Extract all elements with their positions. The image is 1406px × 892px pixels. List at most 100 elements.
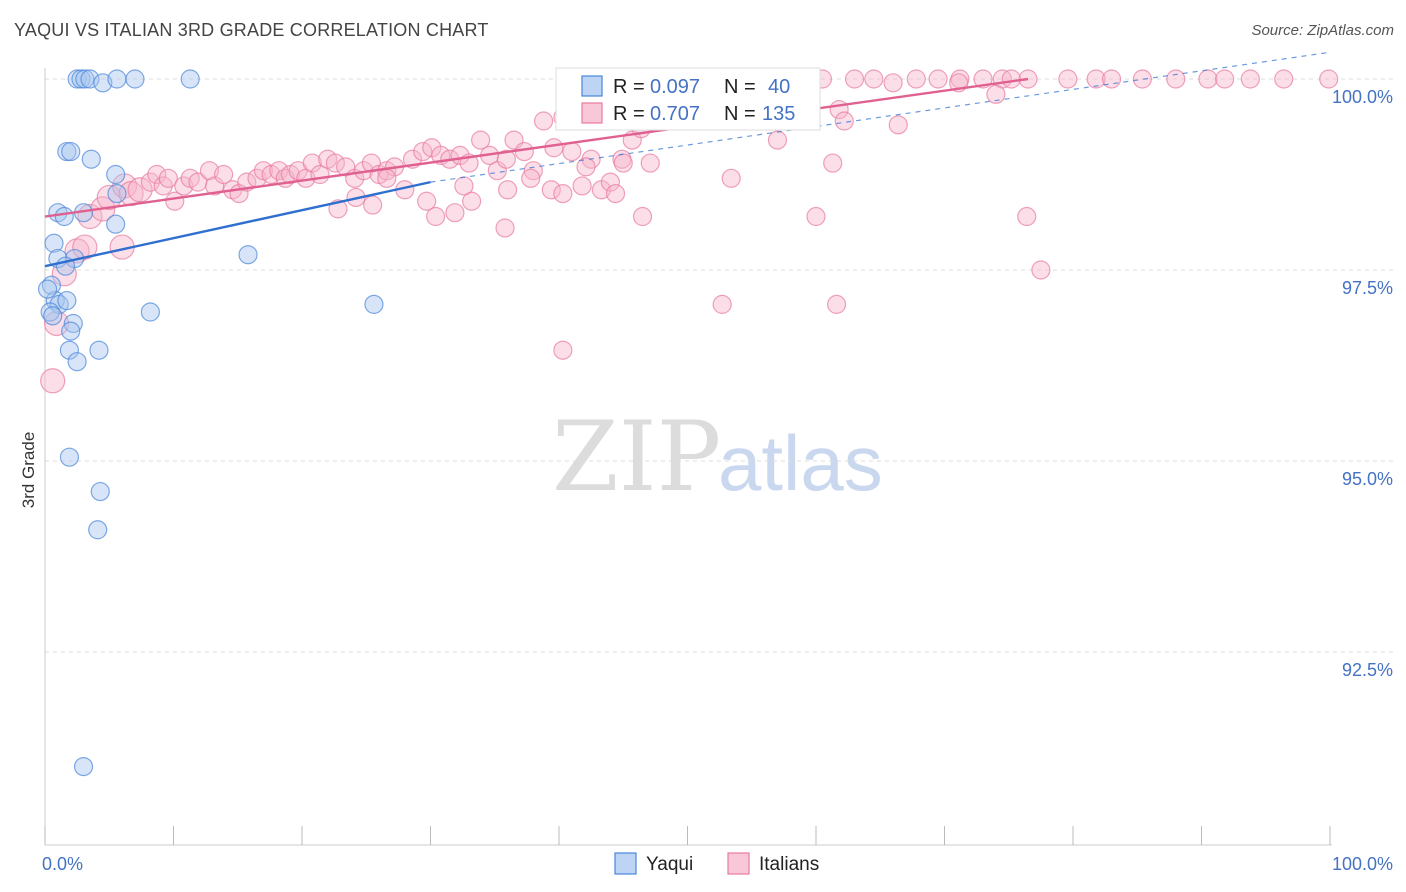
italians-point-114 — [553, 184, 573, 204]
italians-point-132 — [377, 168, 397, 188]
italians-point-130 — [1001, 69, 1021, 89]
italians-point-123 — [1031, 260, 1051, 280]
yaqui-point-15 — [54, 206, 74, 227]
yaqui-point-37 — [88, 520, 108, 540]
italians-point-102 — [1198, 69, 1218, 89]
italians-point-138 — [613, 153, 633, 173]
yaqui-point-34 — [364, 294, 384, 314]
italians-point-103 — [1215, 69, 1235, 89]
italians-point-110 — [445, 203, 465, 223]
yaqui-point-31 — [67, 352, 87, 372]
italians-point-134 — [454, 176, 474, 196]
series-legend-swatch-italians — [727, 852, 750, 875]
legend-n-value-italians: 135 — [762, 103, 795, 125]
italians-point-136 — [521, 168, 541, 188]
italians-point-104 — [1240, 69, 1260, 89]
gridlines — [45, 78, 1395, 653]
yaqui-point-5 — [107, 69, 127, 89]
italians-point-97 — [1058, 69, 1078, 89]
y-tick-label-1: 97.5% — [1342, 278, 1393, 298]
legend-n-label-italians: N = — [724, 103, 756, 125]
italians-point-4 — [72, 234, 98, 260]
x-tick-labels: 0.0% 100.0% — [42, 854, 1393, 874]
series-yaqui — [37, 69, 384, 777]
yaqui-trend-extension — [430, 51, 1331, 183]
italians-point-61 — [544, 138, 564, 158]
italians-point-34 — [302, 153, 322, 173]
yaqui-point-9 — [61, 141, 81, 162]
yaqui-point-6 — [180, 69, 200, 89]
axes — [44, 68, 1332, 846]
italians-point-91 — [906, 69, 926, 89]
yaqui-point-39 — [37, 279, 58, 299]
yaqui-point-17 — [44, 233, 64, 253]
y-tick-labels: 100.0% 97.5% 95.0% 92.5% — [1332, 87, 1393, 680]
yaqui-point-26 — [43, 306, 63, 326]
italians-point-15 — [158, 168, 178, 188]
italians-point-64 — [572, 176, 592, 196]
yaqui-point-2 — [75, 69, 95, 89]
legend-n-value-yaqui: 40 — [768, 76, 790, 98]
trend-lines — [44, 51, 1331, 268]
italians-point-106 — [1319, 69, 1339, 89]
italians-point-60 — [533, 111, 554, 131]
italians-point-125 — [767, 130, 788, 150]
series-legend: Yaqui Italians — [614, 852, 819, 875]
yaqui-point-27 — [63, 313, 83, 334]
yaqui-point-28 — [61, 321, 81, 341]
legend-n-label-yaqui: N = — [724, 76, 756, 98]
italians-point-90 — [883, 73, 903, 93]
italians-point-63 — [562, 141, 582, 162]
italians-point-13 — [147, 164, 167, 185]
italians-point-109 — [426, 206, 446, 227]
yaqui-point-11 — [106, 164, 126, 185]
watermark-atlas: atlas — [718, 419, 883, 507]
italians-point-53 — [471, 130, 491, 150]
yaqui-point-38 — [73, 756, 94, 777]
yaqui-point-32 — [140, 302, 160, 322]
correlation-legend: R = 0.097 N = 40 R = 0.707 N = 135 — [555, 67, 821, 131]
italians-point-20 — [199, 161, 220, 181]
italians-point-11 — [127, 177, 153, 203]
italians-point-101 — [1166, 69, 1186, 89]
italians-point-59 — [523, 161, 543, 181]
italians-point-88 — [844, 69, 865, 89]
italians-point-137 — [576, 157, 596, 177]
italians-point-111 — [462, 191, 482, 211]
italians-point-124 — [553, 340, 573, 360]
watermark-zip: ZIP — [552, 401, 721, 513]
chart-source: Source: ZipAtlas.com — [1251, 22, 1394, 39]
italians-point-67 — [600, 172, 621, 192]
italians-point-113 — [541, 180, 561, 200]
italians-point-56 — [496, 149, 516, 169]
italians-point-121 — [826, 294, 847, 314]
yaqui-point-29 — [59, 340, 80, 360]
legend-r-label-yaqui: R = — [613, 76, 645, 98]
y-tick-label-2: 95.0% — [1342, 469, 1393, 489]
italians-point-119 — [823, 153, 843, 173]
legend-swatch-yaqui — [581, 75, 603, 97]
italians-point-122 — [1017, 206, 1037, 227]
yaqui-point-30 — [89, 340, 109, 360]
series-legend-label-yaqui: Yaqui — [646, 854, 693, 875]
italians-point-71 — [640, 153, 660, 173]
x-tick-label-min: 0.0% — [42, 854, 83, 874]
italians-point-133 — [417, 191, 437, 211]
legend-r-value-italians: 0.707 — [650, 103, 700, 125]
italians-point-108 — [363, 195, 383, 215]
yaqui-point-4 — [93, 73, 113, 93]
italians-point-105 — [1274, 69, 1294, 89]
italians-point-115 — [605, 184, 626, 204]
legend-r-value-yaqui: 0.097 — [650, 76, 700, 98]
yaqui-point-22 — [45, 290, 65, 311]
italians-point-0 — [40, 368, 66, 394]
italians-point-98 — [1086, 69, 1106, 89]
yaqui-point-36 — [90, 481, 110, 502]
yaqui-trend-line — [44, 180, 431, 268]
italians-point-22 — [214, 164, 234, 185]
yaqui-point-21 — [41, 275, 62, 295]
italians-point-112 — [495, 218, 515, 238]
italians-point-37 — [325, 153, 346, 173]
legend-swatch-italians — [581, 102, 603, 124]
